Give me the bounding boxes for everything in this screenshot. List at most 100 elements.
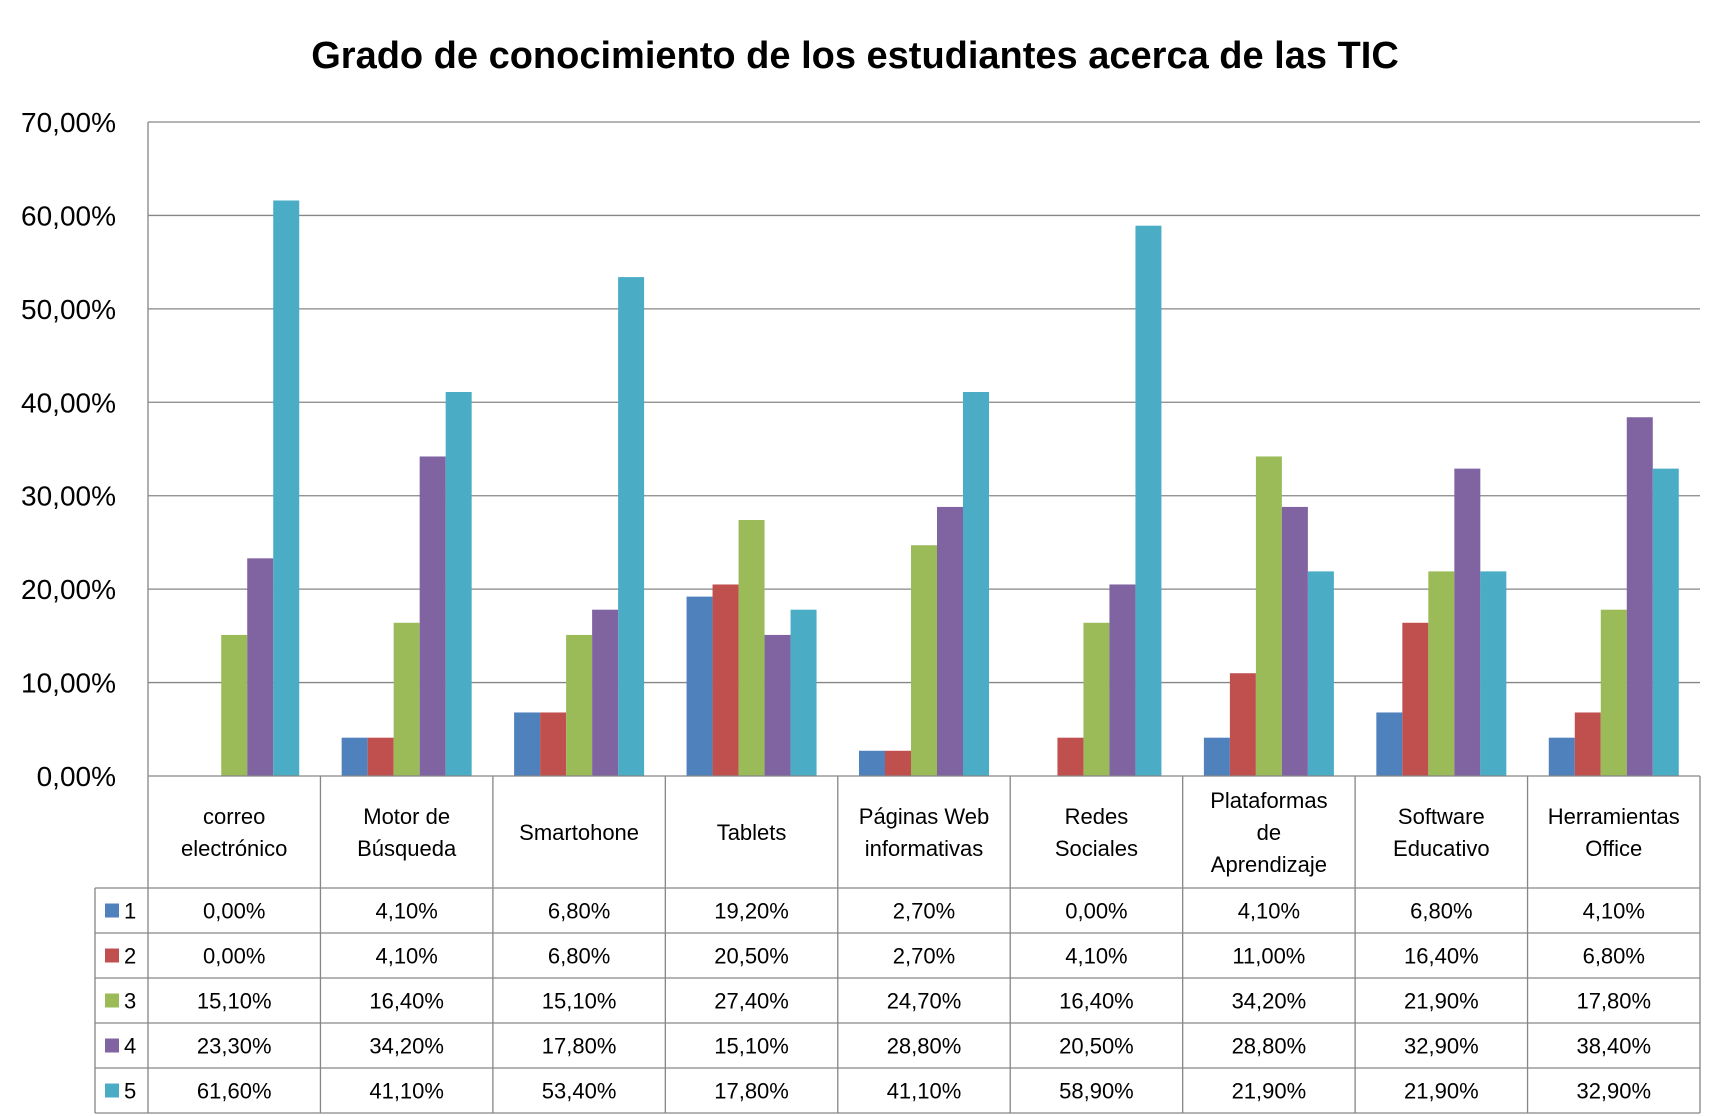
table-cell: 58,90% — [1059, 1079, 1134, 1104]
table-cell: 17,80% — [1576, 989, 1651, 1014]
y-tick-label: 60,00% — [21, 200, 116, 231]
table-cell: 4,10% — [1065, 944, 1127, 969]
bar-series-2 — [1574, 712, 1601, 776]
y-tick-label: 40,00% — [21, 387, 116, 418]
table-cell: 17,80% — [542, 1034, 617, 1059]
bar-series-1 — [1548, 737, 1575, 776]
bar-series-3 — [1255, 456, 1282, 776]
table-cell: 0,00% — [1065, 899, 1127, 924]
bar-series-1 — [859, 750, 885, 776]
table-cell: 16,40% — [369, 989, 444, 1014]
table-cell: 20,50% — [1059, 1034, 1134, 1059]
bar-series-4 — [1454, 468, 1481, 776]
table-cell: 15,10% — [714, 1034, 789, 1059]
bar-series-5 — [1307, 571, 1334, 776]
category-label: correo — [203, 804, 265, 829]
bar-series-3 — [1083, 622, 1110, 776]
chart-title: Grado de conocimiento de los estudiantes… — [311, 35, 1399, 77]
bar-series-2 — [885, 750, 911, 776]
bar-series-1 — [686, 596, 713, 776]
bar-series-1 — [1376, 712, 1403, 776]
legend-label: 5 — [124, 1079, 136, 1104]
table-cell: 28,80% — [1232, 1034, 1307, 1059]
table-cell: 2,70% — [893, 944, 955, 969]
table-cell: 21,90% — [1232, 1079, 1307, 1104]
table-cell: 61,60% — [197, 1079, 272, 1104]
bar-series-5 — [790, 609, 817, 776]
table-cell: 21,90% — [1404, 1079, 1479, 1104]
y-tick-label: 0,00% — [37, 761, 116, 792]
category-label: Smartohone — [519, 820, 639, 845]
bar-series-3 — [1428, 571, 1455, 776]
table-cell: 16,40% — [1059, 989, 1134, 1014]
bar-series-4 — [937, 506, 963, 776]
table-cell: 15,10% — [542, 989, 617, 1014]
table-cell: 41,10% — [369, 1079, 444, 1104]
legend-key-4 — [105, 1038, 119, 1053]
bar-series-4 — [1109, 584, 1136, 776]
bar-series-4 — [1281, 506, 1308, 776]
legend-key-5 — [105, 1083, 119, 1098]
table-cell: 4,10% — [1238, 899, 1300, 924]
category-label: Páginas Web — [859, 804, 989, 829]
legend-key-1 — [105, 903, 119, 918]
category-label: Motor de — [363, 804, 450, 829]
table-cell: 2,70% — [893, 899, 955, 924]
table-cell: 23,30% — [197, 1034, 272, 1059]
table-cell: 27,40% — [714, 989, 789, 1014]
bar-series-3 — [1600, 609, 1627, 776]
table-cell: 41,10% — [887, 1079, 962, 1104]
bar-series-2 — [712, 584, 739, 776]
bar-series-5 — [1135, 225, 1162, 777]
y-tick-label: 50,00% — [21, 294, 116, 325]
y-tick-label: 10,00% — [21, 668, 116, 699]
category-label: Plataformas — [1210, 788, 1327, 813]
table-cell: 32,90% — [1404, 1034, 1479, 1059]
category-label: Educativo — [1393, 836, 1490, 861]
table-cell: 28,80% — [887, 1034, 962, 1059]
category-label: Office — [1585, 836, 1642, 861]
bar-series-4 — [419, 456, 446, 776]
bar-series-5 — [273, 200, 300, 777]
table-cell: 4,10% — [375, 944, 437, 969]
legend-label: 1 — [124, 899, 136, 924]
table-cell: 34,20% — [1232, 989, 1307, 1014]
table-cell: 32,90% — [1576, 1079, 1651, 1104]
category-label: de — [1257, 820, 1281, 845]
table-cell: 20,50% — [714, 944, 789, 969]
table-cell: 15,10% — [197, 989, 272, 1014]
table-cell: 4,10% — [375, 899, 437, 924]
table-cell: 6,80% — [1583, 944, 1645, 969]
table-cell: 0,00% — [203, 899, 265, 924]
category-label: informativas — [865, 836, 984, 861]
bar-series-3 — [221, 634, 248, 776]
bar-series-2 — [1229, 673, 1256, 776]
bar-series-5 — [963, 392, 989, 776]
bar-series-1 — [514, 712, 541, 776]
bar-series-2 — [367, 737, 394, 776]
category-label: Tablets — [717, 820, 787, 845]
bar-series-3 — [738, 520, 765, 776]
bar-series-5 — [445, 392, 472, 776]
table-cell: 38,40% — [1576, 1034, 1651, 1059]
bar-series-2 — [1402, 622, 1429, 776]
table-cell: 21,90% — [1404, 989, 1479, 1014]
bar-series-1 — [341, 737, 368, 776]
bar-series-4 — [1626, 417, 1653, 776]
bar-series-5 — [1652, 468, 1679, 776]
legend-key-3 — [105, 993, 119, 1008]
table-cell: 53,40% — [542, 1079, 617, 1104]
bar-series-2 — [1057, 737, 1084, 776]
legend-label: 4 — [124, 1034, 136, 1059]
legend-label: 2 — [124, 944, 136, 969]
category-label: Software — [1398, 804, 1485, 829]
bar-series-3 — [911, 545, 937, 776]
legend-label: 3 — [124, 989, 136, 1014]
table-cell: 6,80% — [548, 944, 610, 969]
legend-key-2 — [105, 948, 119, 963]
bar-series-4 — [592, 609, 619, 776]
table-cell: 4,10% — [1583, 899, 1645, 924]
bar-series-2 — [540, 712, 567, 776]
table-cell: 16,40% — [1404, 944, 1479, 969]
